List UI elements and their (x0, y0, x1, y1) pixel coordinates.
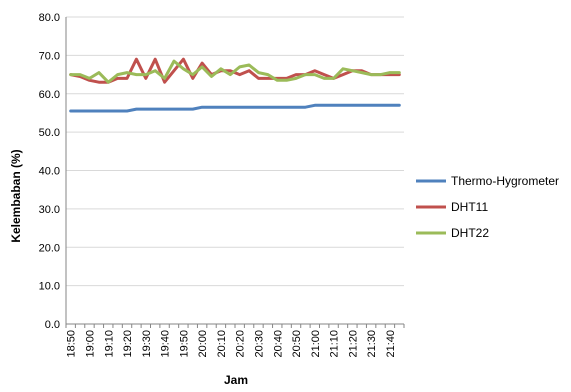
axes (65, 17, 405, 328)
x-tick-label: 20:20 (235, 330, 247, 358)
x-tick-label: 19:30 (141, 330, 153, 358)
x-tick-label: 19:40 (160, 330, 172, 358)
x-tick-label: 21:40 (385, 330, 397, 358)
y-tick-label: 50.0 (39, 127, 60, 139)
x-tick-label: 20:30 (254, 330, 266, 358)
series-line-dht22 (69, 59, 401, 84)
x-tick-label: 19:50 (178, 330, 190, 358)
x-tick-label: 19:20 (122, 330, 134, 358)
y-tick-label: 10.0 (39, 281, 60, 293)
series-lines (69, 57, 401, 113)
legend-label: DHT11 (451, 200, 488, 214)
y-tick-label: 80.0 (39, 12, 60, 24)
y-tick-labels: 0.0 10.0 20.0 30.0 40.0 50.0 60.0 70.0 80.0 (39, 12, 60, 331)
legend-label: DHT22 (451, 226, 489, 240)
y-tick-label: 20.0 (39, 242, 60, 254)
x-tick-label: 20:50 (291, 330, 303, 358)
y-tick-label: 0.0 (45, 319, 60, 331)
y-tick-label: 30.0 (39, 204, 60, 216)
y-axis-title: Kelembaban (%) (9, 149, 23, 242)
x-tick-label: 21:30 (366, 330, 378, 358)
x-tick-label: 20:10 (216, 330, 228, 358)
legend: Thermo-Hygrometer DHT11 DHT22 (416, 174, 559, 240)
x-tick-label: 19:10 (103, 330, 115, 358)
y-tick-label: 40.0 (39, 166, 60, 178)
x-tick-label: 20:40 (272, 330, 284, 358)
x-tick-label: 21:00 (310, 330, 322, 358)
x-tick-label: 18:50 (66, 330, 78, 358)
x-tick-label: 19:00 (85, 330, 97, 358)
y-tick-label: 60.0 (39, 89, 60, 101)
x-tick-label: 20:00 (197, 330, 209, 358)
gridlines (66, 16, 404, 287)
x-tick-labels: 18:50 19:00 19:10 19:20 19:30 19:40 19:50 20:00… (66, 330, 397, 358)
x-tick-label: 21:20 (347, 330, 359, 358)
series-line-thermo-hygrometer (69, 103, 401, 113)
y-tick-label: 70.0 (39, 50, 60, 62)
x-tick-label: 21:10 (329, 330, 341, 358)
legend-label: Thermo-Hygrometer (451, 174, 559, 188)
x-axis-title: Jam (224, 373, 248, 387)
